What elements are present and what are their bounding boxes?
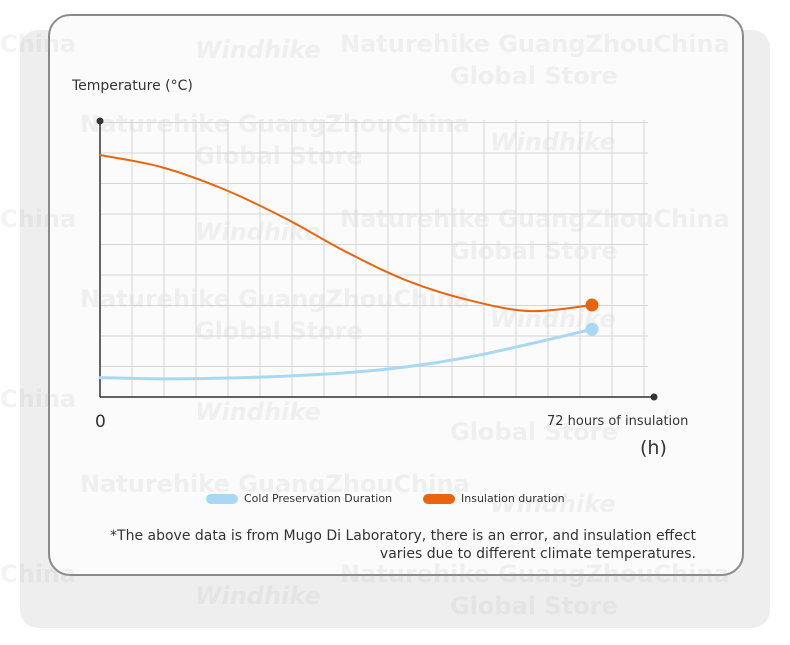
series-endpoint-cold: [585, 322, 599, 336]
series-line-cold: [98, 327, 594, 381]
x-axis-unit: (h): [640, 437, 667, 459]
chart-legend: Cold Preservation Duration Insulation du…: [0, 492, 790, 512]
legend-swatch-cold: [206, 493, 238, 504]
chart-series: [98, 154, 599, 381]
legend-swatch-insulation: [423, 493, 455, 504]
footnote: *The above data is from Mugo Di Laborato…: [74, 527, 696, 563]
footnote-line-1: *The above data is from Mugo Di Laborato…: [110, 528, 696, 544]
footnote-line-2: varies due to different climate temperat…: [379, 546, 696, 562]
legend-item-insulation: Insulation duration: [423, 492, 565, 505]
x-axis-label: 72 hours of insulation: [547, 414, 689, 429]
legend-label-insulation: Insulation duration: [461, 492, 565, 505]
x-axis-arrow-dot: [650, 393, 658, 401]
chart-grid: [100, 120, 648, 397]
x-axis-origin-label: 0: [95, 412, 106, 432]
series-endpoint-insulation: [585, 298, 599, 312]
legend-label-cold: Cold Preservation Duration: [244, 492, 393, 505]
y-axis-arrow-dot: [96, 117, 104, 125]
chart-axes: [96, 117, 658, 401]
legend-item-cold: Cold Preservation Duration: [206, 492, 392, 505]
y-axis-label: Temperature (°C): [72, 78, 193, 94]
series-line-insulation: [99, 154, 593, 313]
